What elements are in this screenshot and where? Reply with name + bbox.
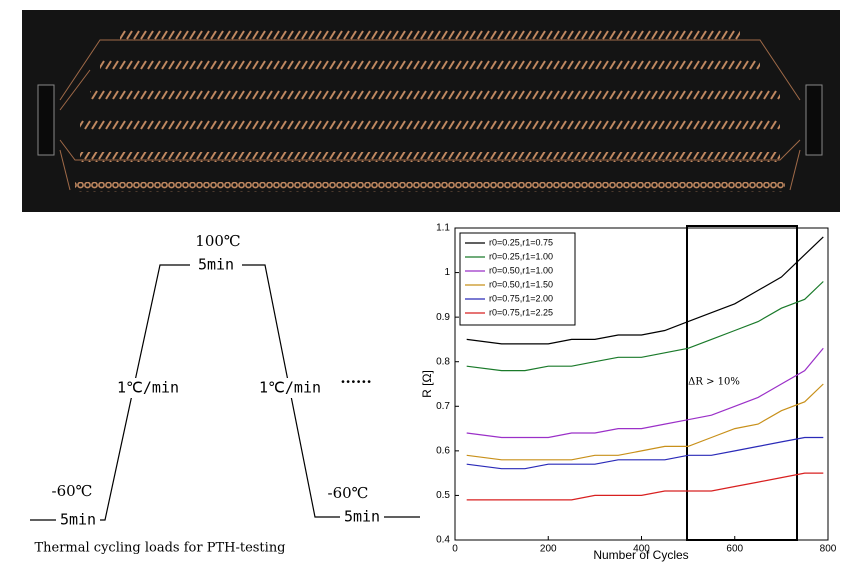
y-tick-label: 0.8 (436, 356, 450, 367)
x-tick-label: 600 (726, 544, 743, 555)
y-tick-label: 0.5 (436, 490, 450, 501)
label-bg (110, 378, 186, 398)
thermal-diagram: 100℃ 5min 1℃/min 1℃/min ······ -60℃ 5min… (30, 232, 420, 556)
highlight-box (686, 225, 798, 541)
pcb-photo (22, 10, 840, 212)
series-line (466, 436, 824, 470)
left-hold: 5min (60, 511, 96, 529)
x-tick-label: 200 (540, 544, 557, 555)
series-line (466, 383, 824, 461)
top-hold: 5min (198, 256, 234, 274)
legend-label: r0=0.25,r1=1.00 (489, 251, 553, 261)
series-line (466, 236, 824, 345)
label-bg (56, 511, 100, 529)
legend-label: r0=0.75,r1=2.25 (489, 307, 553, 317)
legend-label: r0=0.25,r1=0.75 (489, 237, 553, 247)
caption: Thermal cycling loads for PTH-testing (34, 541, 285, 556)
label-bg (190, 256, 242, 274)
top-temp: 100℃ (195, 232, 240, 250)
series-line (466, 472, 824, 501)
y-tick-label: 0.9 (436, 312, 450, 323)
legend-label: r0=0.50,r1=1.00 (489, 265, 553, 275)
legend-box (459, 232, 576, 326)
y-tick-label: 0.6 (436, 445, 450, 456)
x-tick-label: 800 (820, 544, 837, 555)
y-tick-label: 0.7 (436, 401, 450, 412)
series-line (466, 347, 824, 439)
series-line (466, 281, 824, 372)
y-tick-label: 1 (444, 267, 450, 278)
right-temp: -60℃ (328, 484, 369, 502)
label-bg (252, 378, 328, 398)
legend-label: r0=0.50,r1=1.50 (489, 279, 553, 289)
x-tick-label: 0 (452, 544, 458, 555)
annotation: ΔR > 10% (688, 377, 740, 388)
x-tick-label: 400 (633, 544, 650, 555)
y-axis-label: R [Ω] (420, 370, 434, 398)
dots: ······ (340, 373, 371, 391)
legend-label: r0=0.75,r1=2.00 (489, 293, 553, 303)
y-tick-label: 1.1 (436, 223, 450, 234)
left-temp: -60℃ (52, 482, 93, 500)
right-hold: 5min (344, 508, 380, 526)
label-bg (340, 508, 384, 526)
line-chart: ΔR > 10% Number of Cycles R [Ω] 0.4 0.5 0.… (420, 223, 837, 563)
ramp-up: 1℃/min (117, 379, 179, 397)
x-axis-label: Number of Cycles (593, 548, 688, 562)
ramp-down: 1℃/min (259, 379, 321, 397)
y-tick-label: 0.4 (436, 535, 450, 546)
